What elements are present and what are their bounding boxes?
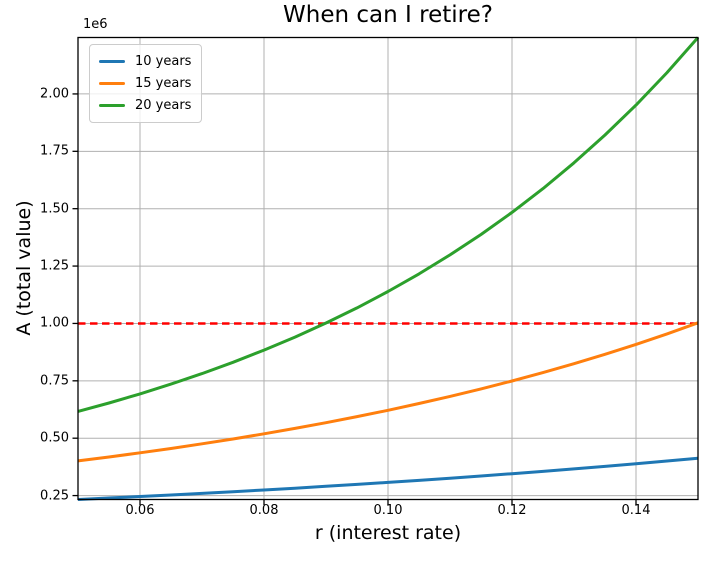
series-line-10-years	[77, 456, 699, 501]
series-line-20-years	[77, 36, 700, 413]
y-tick-label-0.25: 0.25	[40, 488, 69, 504]
legend-label-15-years: 15 years	[135, 76, 192, 91]
y-tick-label-1.25: 1.25	[40, 258, 69, 274]
legend-item-15-years: 15 years	[99, 73, 191, 94]
x-axis-label: r (interest rate)	[314, 522, 462, 544]
x-tick-label-0.10: 0.10	[373, 503, 403, 518]
y-tick-label-1.00: 1.00	[40, 315, 69, 331]
y-tick-label-0.50: 0.50	[40, 430, 69, 446]
legend: 10 years 15 years 20 years	[89, 44, 203, 123]
legend-line-sample-20-years	[99, 104, 125, 107]
chart-title: When can I retire?	[283, 2, 493, 28]
legend-label-10-years: 10 years	[135, 54, 192, 69]
legend-line-sample-10-years	[99, 60, 125, 63]
y-tick-label-1.50: 1.50	[40, 201, 69, 217]
y-tick-label-1.75: 1.75	[40, 143, 69, 159]
x-tick-label-0.14: 0.14	[621, 503, 651, 518]
y-axis-offset-text: 1e6	[83, 17, 108, 32]
legend-line-sample-15-years	[99, 82, 125, 85]
legend-item-20-years: 20 years	[99, 95, 191, 116]
legend-item-10-years: 10 years	[99, 51, 191, 72]
y-tick-label-2.00: 2.00	[40, 86, 69, 102]
x-tick-label-0.06: 0.06	[125, 503, 155, 518]
x-tick-label-0.12: 0.12	[497, 503, 527, 518]
y-tick-label-0.75: 0.75	[40, 373, 69, 389]
legend-label-20-years: 20 years	[135, 98, 192, 113]
x-tick-label-0.08: 0.08	[249, 503, 279, 518]
y-axis-label: A (total value)	[13, 200, 35, 336]
series-line-15-years	[77, 321, 699, 463]
